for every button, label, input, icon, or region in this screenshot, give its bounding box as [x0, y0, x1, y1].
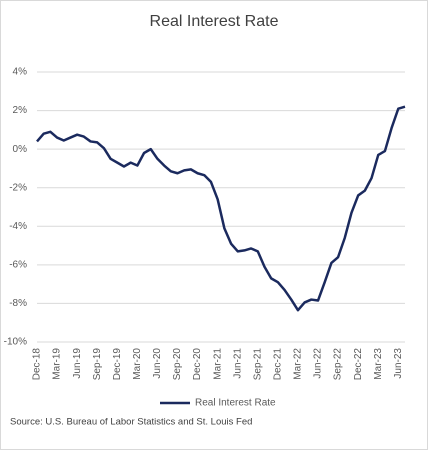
x-tick-label: Dec-19: [112, 348, 123, 381]
y-tick-label: -10%: [4, 337, 27, 348]
x-tick-label: Mar-19: [52, 348, 63, 380]
x-tick-label: Jun-19: [72, 348, 83, 379]
y-tick-label: -6%: [9, 259, 27, 270]
y-tick-label: 2%: [13, 105, 28, 116]
x-tick-label: Jun-23: [393, 348, 404, 379]
x-tick-label: Sep-21: [252, 348, 263, 381]
x-tick-label: Jun-22: [313, 348, 324, 379]
x-tick-label: Dec-22: [353, 348, 364, 381]
x-tick-label: Mar-20: [132, 348, 143, 380]
x-tick-label: Jun-20: [152, 348, 163, 379]
x-tick-label: Sep-20: [172, 348, 183, 381]
x-tick-label: Mar-22: [293, 348, 304, 380]
chart-title: Real Interest Rate: [150, 13, 279, 30]
legend-label: Real Interest Rate: [195, 398, 276, 409]
x-tick-label: Sep-19: [92, 348, 103, 381]
y-tick-label: -4%: [9, 221, 27, 232]
x-tick-label: Dec-21: [273, 348, 284, 381]
source-note: Source: U.S. Bureau of Labor Statistics …: [10, 417, 252, 428]
y-tick-label: -2%: [9, 182, 27, 193]
data-line: [36, 105, 406, 312]
y-tick-label: 4%: [13, 67, 28, 78]
y-tick-label: 0%: [13, 144, 28, 155]
x-tick-label: Mar-21: [212, 348, 223, 380]
x-tick-label: Mar-23: [373, 348, 384, 380]
x-tick-label: Sep-22: [333, 348, 344, 381]
x-tick-label: Dec-18: [32, 348, 43, 381]
y-tick-label: -8%: [9, 298, 27, 309]
x-tick-label: Dec-20: [192, 348, 203, 381]
x-tick-label: Jun-21: [232, 348, 243, 379]
